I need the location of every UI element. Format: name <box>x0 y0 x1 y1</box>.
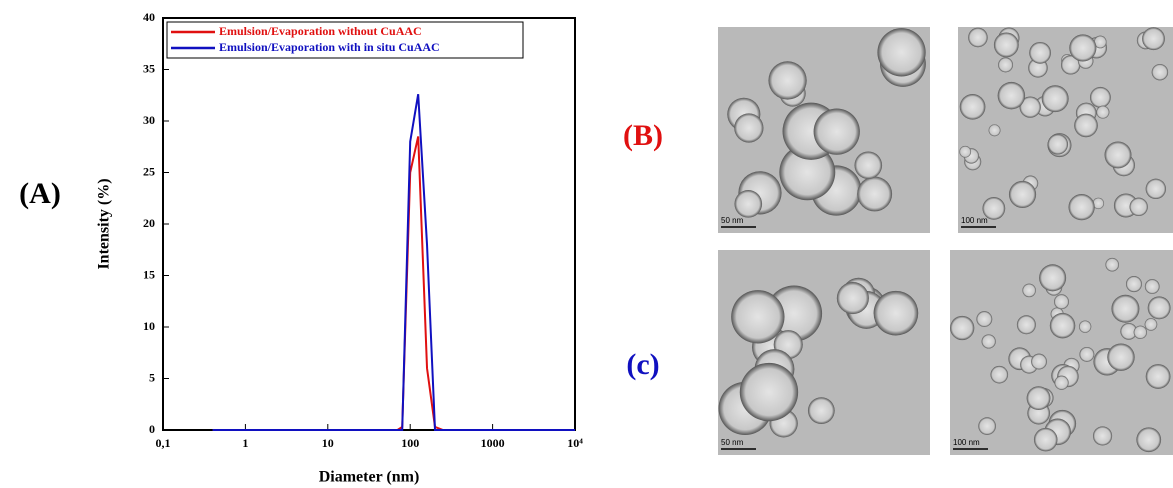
x-tick-label: 1 <box>242 436 248 450</box>
particle <box>1026 386 1051 411</box>
particle <box>1068 193 1095 221</box>
particle <box>1078 320 1092 333</box>
particle <box>1074 113 1098 138</box>
x-tick-label: 10 <box>322 436 334 450</box>
particle <box>1016 315 1036 335</box>
y-tick-label: 30 <box>143 113 155 127</box>
particle <box>1008 180 1037 209</box>
particle <box>1033 427 1058 452</box>
particle <box>739 362 799 422</box>
particle <box>990 365 1009 384</box>
particle <box>1079 346 1095 362</box>
particle <box>1047 134 1069 155</box>
particle <box>982 197 1006 220</box>
panel-label: (B) <box>623 119 663 152</box>
particle <box>1022 283 1036 298</box>
particle <box>1104 141 1132 169</box>
particle <box>1125 276 1142 293</box>
y-tick-label: 15 <box>143 267 155 281</box>
particle <box>981 334 996 349</box>
particle <box>1096 105 1110 119</box>
y-tick-label: 0 <box>149 422 155 436</box>
particle <box>1092 197 1105 210</box>
particle <box>857 176 893 212</box>
particle <box>1145 178 1167 200</box>
y-tick-label: 25 <box>143 164 155 178</box>
particle <box>1105 257 1119 272</box>
particle <box>1069 34 1097 62</box>
particle <box>1120 322 1138 340</box>
series-line <box>212 94 575 431</box>
legend-label: Emulsion/Evaporation with in situ CuAAC <box>219 40 440 54</box>
legend-label: Emulsion/Evaporation without CuAAC <box>219 24 422 38</box>
legend-box <box>166 21 524 59</box>
particle <box>1054 294 1069 310</box>
particle <box>1061 55 1081 75</box>
y-axis-label: Intensity (%) <box>96 178 113 269</box>
particle <box>1133 325 1148 339</box>
particle <box>1129 197 1148 217</box>
particle <box>998 57 1014 73</box>
particle <box>988 124 1001 137</box>
particle <box>779 144 836 201</box>
particle <box>993 32 1019 58</box>
plot-frame <box>162 17 576 431</box>
x-axis-label: Diameter (nm) <box>319 469 420 486</box>
particle <box>1092 426 1113 446</box>
particle <box>1054 375 1069 390</box>
particle <box>807 397 835 424</box>
scale-bar-label: 100 nm <box>961 216 988 225</box>
particle <box>873 290 919 336</box>
y-tick-label: 20 <box>143 216 155 230</box>
scale-bar-label: 50 nm <box>721 216 744 225</box>
particle <box>1041 85 1069 113</box>
particle <box>1144 318 1158 331</box>
scale-bar-label: 100 nm <box>953 438 980 447</box>
particle <box>731 290 785 344</box>
particle <box>1049 312 1076 339</box>
particle <box>1029 41 1051 64</box>
particle <box>877 28 926 77</box>
particle <box>1142 27 1165 51</box>
particle <box>968 27 988 48</box>
y-tick-label: 40 <box>143 10 155 24</box>
particle <box>959 145 972 158</box>
particle <box>1145 364 1171 389</box>
x-tick-label: 100 <box>401 436 419 450</box>
particle <box>1039 264 1067 292</box>
particle <box>854 151 883 180</box>
particle <box>1089 86 1111 108</box>
panel-label: (A) <box>19 177 61 210</box>
y-tick-label: 10 <box>143 319 155 333</box>
particle <box>836 282 869 315</box>
panel-label: (c) <box>626 348 659 381</box>
particle <box>950 315 975 341</box>
x-tick-label: 0,1 <box>156 436 171 450</box>
particle <box>997 81 1026 110</box>
particle <box>1107 343 1135 371</box>
particle <box>734 113 764 143</box>
particle <box>959 94 986 120</box>
particle <box>1031 353 1047 370</box>
y-tick-label: 5 <box>149 370 155 384</box>
series-line <box>212 136 575 431</box>
particle <box>1144 279 1160 294</box>
particle <box>976 311 993 328</box>
particle <box>978 417 996 435</box>
scale-bar-label: 50 nm <box>721 438 744 447</box>
particle <box>1111 294 1140 323</box>
particle <box>1151 63 1169 81</box>
particle <box>813 108 860 155</box>
particle <box>1136 427 1162 453</box>
particle <box>1147 296 1171 320</box>
x-tick-label: 1000 <box>481 436 505 450</box>
particle <box>1019 96 1041 118</box>
tem-images: 50 nm 100 nm 50 nm 100 nm <box>718 27 1173 455</box>
particle <box>1093 35 1107 49</box>
particle <box>768 61 807 100</box>
particle <box>734 190 763 218</box>
x-tick-label: 10⁴ <box>567 436 583 450</box>
y-tick-label: 35 <box>143 61 155 75</box>
